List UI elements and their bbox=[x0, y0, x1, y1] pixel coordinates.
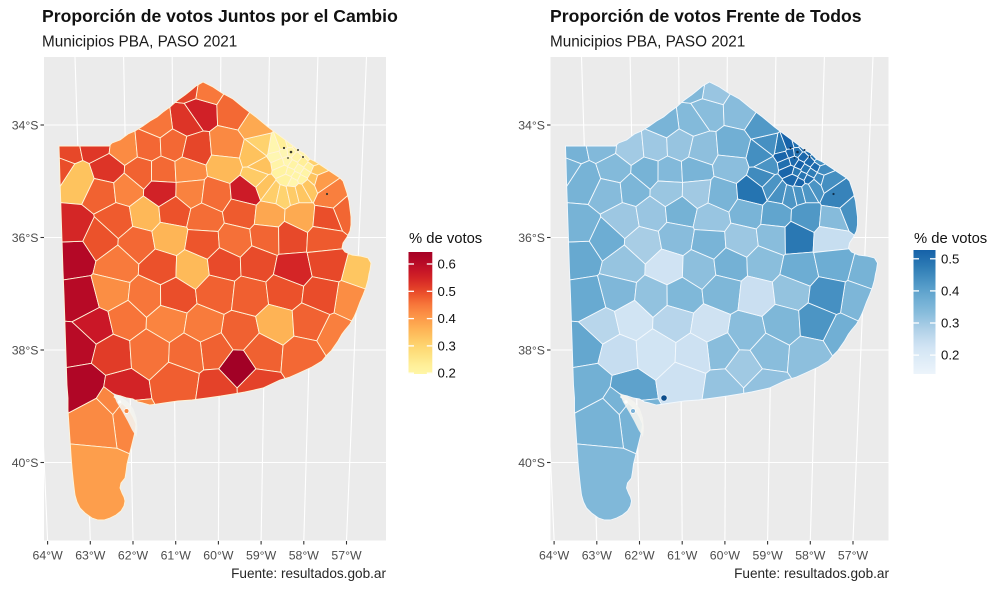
svg-text:Fuente: resultados.gob.ar: Fuente: resultados.gob.ar bbox=[734, 566, 889, 581]
svg-text:38°S: 38°S bbox=[12, 343, 39, 357]
svg-text:34°S: 34°S bbox=[12, 118, 39, 132]
svg-text:64°W: 64°W bbox=[539, 549, 570, 563]
svg-text:64°W: 64°W bbox=[32, 549, 63, 563]
svg-text:0.5: 0.5 bbox=[941, 251, 959, 266]
svg-text:63°W: 63°W bbox=[75, 549, 106, 563]
svg-text:59°W: 59°W bbox=[752, 549, 783, 563]
svg-text:40°S: 40°S bbox=[518, 456, 545, 470]
svg-text:57°W: 57°W bbox=[838, 549, 869, 563]
svg-text:59°W: 59°W bbox=[246, 549, 277, 563]
svg-text:Proporción de votos Juntos por: Proporción de votos Juntos por el Cambio bbox=[42, 6, 398, 26]
svg-text:40°S: 40°S bbox=[12, 456, 39, 470]
svg-text:63°W: 63°W bbox=[582, 549, 613, 563]
svg-text:60°W: 60°W bbox=[710, 549, 741, 563]
svg-text:60°W: 60°W bbox=[203, 549, 234, 563]
svg-text:57°W: 57°W bbox=[331, 549, 362, 563]
svg-text:0.3: 0.3 bbox=[941, 316, 959, 331]
svg-text:0.2: 0.2 bbox=[941, 348, 959, 363]
svg-text:0.4: 0.4 bbox=[438, 311, 456, 326]
svg-text:62°W: 62°W bbox=[118, 549, 149, 563]
svg-text:34°S: 34°S bbox=[518, 118, 545, 132]
svg-text:0.6: 0.6 bbox=[438, 257, 456, 272]
svg-text:Municipios PBA, PASO 2021: Municipios PBA, PASO 2021 bbox=[550, 34, 745, 51]
svg-text:61°W: 61°W bbox=[161, 549, 192, 563]
svg-text:% de votos: % de votos bbox=[914, 231, 987, 247]
svg-text:% de votos: % de votos bbox=[409, 231, 482, 247]
svg-text:61°W: 61°W bbox=[667, 549, 698, 563]
svg-text:0.2: 0.2 bbox=[438, 366, 456, 381]
svg-text:Municipios PBA, PASO 2021: Municipios PBA, PASO 2021 bbox=[42, 34, 237, 51]
svg-text:0.5: 0.5 bbox=[438, 284, 456, 299]
svg-text:62°W: 62°W bbox=[624, 549, 655, 563]
svg-text:58°W: 58°W bbox=[795, 549, 826, 563]
svg-text:38°S: 38°S bbox=[518, 343, 545, 357]
svg-text:36°S: 36°S bbox=[12, 231, 39, 245]
svg-text:Proporción de votos Frente de: Proporción de votos Frente de Todos bbox=[550, 6, 862, 26]
svg-text:0.3: 0.3 bbox=[438, 338, 456, 353]
svg-text:36°S: 36°S bbox=[518, 231, 545, 245]
svg-text:Fuente: resultados.gob.ar: Fuente: resultados.gob.ar bbox=[231, 566, 386, 581]
svg-text:0.4: 0.4 bbox=[941, 283, 959, 298]
svg-text:58°W: 58°W bbox=[289, 549, 320, 563]
